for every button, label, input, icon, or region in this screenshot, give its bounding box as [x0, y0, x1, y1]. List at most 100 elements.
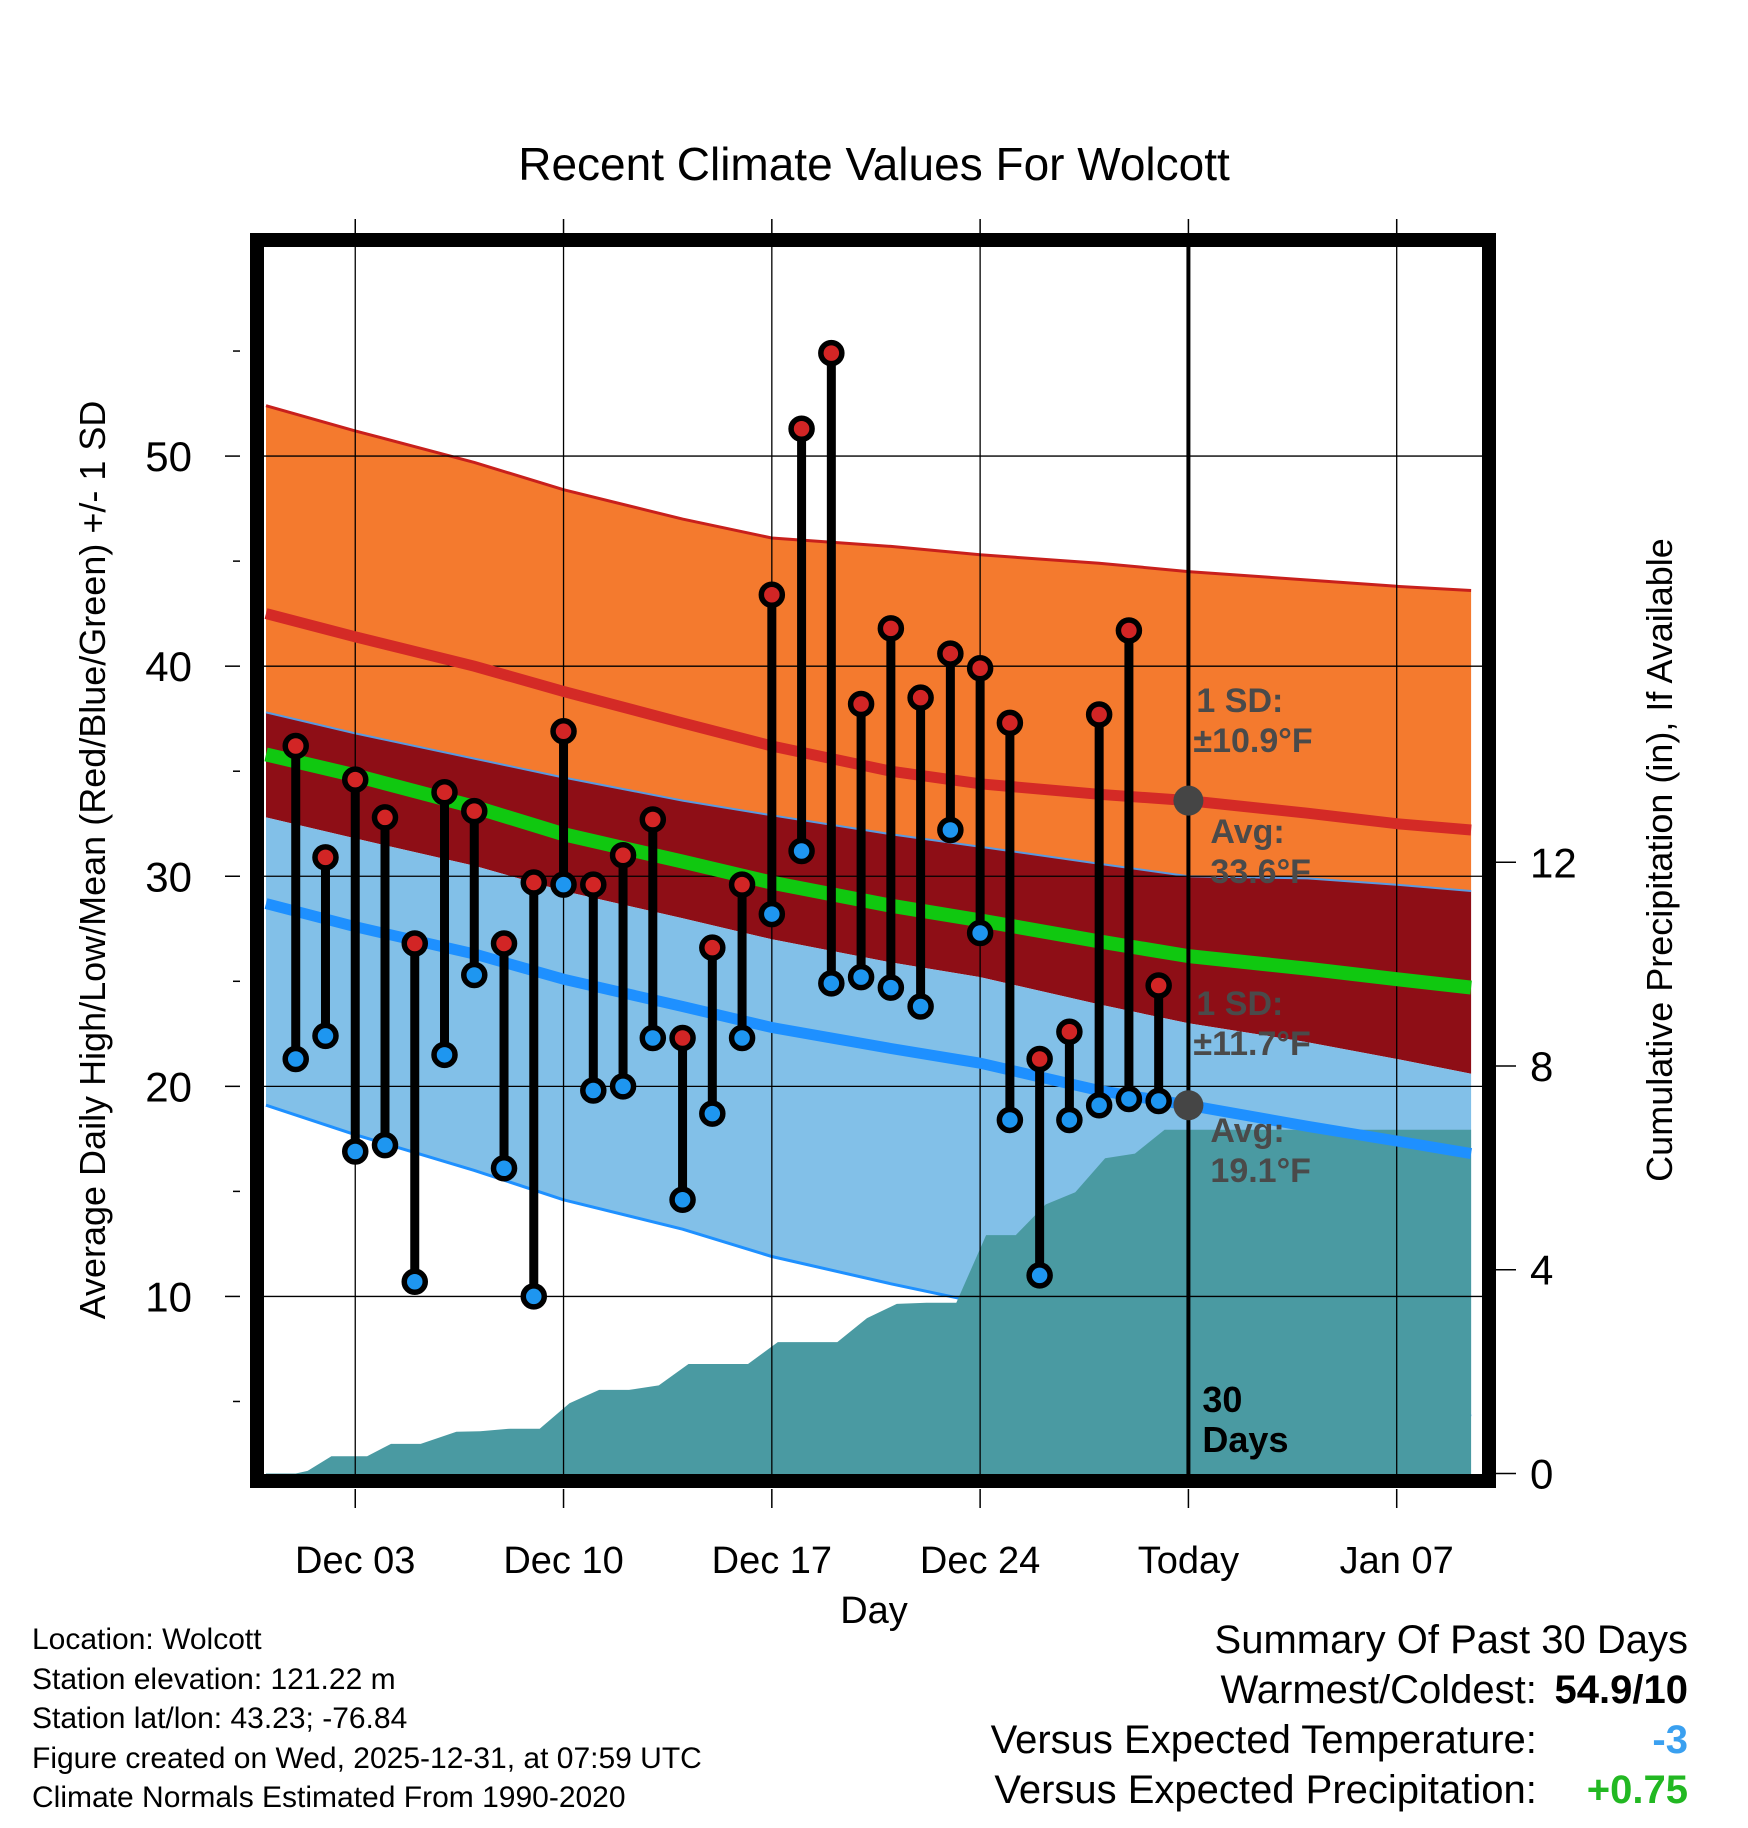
- daily-low-marker: [490, 1155, 518, 1182]
- high-upper-edge: [265, 404, 1472, 592]
- daily-low-marker: [847, 963, 875, 991]
- daily-low-marker: [1056, 1106, 1083, 1134]
- warmest-coldest-label: Warmest/Coldest:: [1220, 1668, 1537, 1712]
- daily-low-marker: [461, 961, 488, 989]
- x-tick-label: Dec 17: [712, 1540, 832, 1582]
- high-sd-value: ±10.9°F: [1193, 722, 1312, 760]
- daily-high-marker: [639, 806, 667, 833]
- y-tick-label: 50: [145, 433, 192, 480]
- precip-area: [266, 1129, 1472, 1475]
- daily-high-marker: [758, 581, 786, 608]
- temperature-label: Versus Expected Temperature:: [990, 1718, 1537, 1762]
- warmest-coldest-value: 54.9/10: [1554, 1668, 1688, 1712]
- daily-low-marker: [907, 993, 934, 1020]
- high-avg-label: Avg:: [1210, 813, 1284, 851]
- daily-high-marker: [907, 684, 934, 711]
- daily-high-marker: [580, 871, 607, 898]
- x-axis-label: Day: [840, 1590, 908, 1632]
- daily-low-marker: [282, 1045, 309, 1073]
- daily-high-marker: [996, 709, 1024, 737]
- summary-panel: Summary Of Past 30 Days Warmest/Coldest:…: [991, 1615, 1688, 1815]
- chart-title: Recent Climate Values For Wolcott: [518, 138, 1230, 190]
- daily-high-marker: [371, 804, 399, 831]
- daily-low-marker: [1115, 1085, 1143, 1113]
- daily-low-marker: [520, 1283, 548, 1310]
- days-label-number: 30: [1202, 1379, 1242, 1420]
- low-sd-value: ±11.7°F: [1193, 1025, 1310, 1063]
- latlon-text: Station lat/lon: 43.23; -76.84: [32, 1702, 408, 1735]
- y2-tick-label: 4: [1530, 1247, 1553, 1294]
- daily-low-marker: [371, 1131, 399, 1159]
- daily-high-marker: [341, 766, 369, 793]
- daily-high-marker: [937, 640, 964, 667]
- y-tick-label: 20: [145, 1063, 192, 1110]
- x-tick-label: Jan 07: [1340, 1540, 1454, 1582]
- daily-low-marker: [1026, 1262, 1053, 1289]
- y-axis-label: Average Daily High/Low/Mean (Red/Blue/Gr…: [72, 401, 113, 1320]
- daily-low-marker: [1085, 1091, 1113, 1119]
- daily-low-marker: [341, 1138, 369, 1165]
- daily-high-marker: [1145, 972, 1172, 999]
- daily-high-marker: [669, 1024, 696, 1052]
- daily-low-marker: [431, 1041, 458, 1069]
- daily-high-marker: [1115, 617, 1143, 644]
- y2-tick-label: 12: [1530, 839, 1577, 886]
- daily-low-marker: [669, 1186, 696, 1214]
- y-tick-label: 30: [145, 853, 192, 900]
- x-tick-label: Dec 03: [295, 1540, 415, 1582]
- summary-title: Summary Of Past 30 Days: [1214, 1618, 1688, 1662]
- daily-low-marker: [818, 970, 845, 997]
- daily-low-marker: [758, 900, 786, 928]
- daily-high-marker: [609, 841, 637, 869]
- low-avg-label: Avg:: [1210, 1112, 1284, 1150]
- daily-low-marker: [996, 1106, 1024, 1134]
- y-tick-label: 40: [145, 643, 192, 690]
- precipitation-label: Versus Expected Precipitation:: [994, 1768, 1537, 1812]
- normals-text: Climate Normals Estimated From 1990-2020: [32, 1781, 626, 1814]
- days-label-text: Days: [1202, 1419, 1288, 1460]
- daily-low-marker: [609, 1073, 637, 1100]
- daily-high-marker: [431, 778, 458, 806]
- daily-low-marker: [788, 837, 815, 865]
- low-avg-value: 19.1°F: [1210, 1152, 1311, 1190]
- daily-high-marker: [1085, 701, 1113, 728]
- daily-high-marker: [699, 934, 726, 961]
- daily-high-marker: [966, 655, 994, 682]
- daily-high-marker: [877, 615, 905, 642]
- daily-low-marker: [401, 1268, 429, 1295]
- high-sd-label: 1 SD:: [1196, 682, 1283, 720]
- summary-precipitation: Versus Expected Precipitation: +0.75: [991, 1765, 1688, 1815]
- low-sd-label: 1 SD:: [1196, 985, 1283, 1023]
- temperature-value: -3: [1652, 1718, 1688, 1762]
- x-tick-label: Dec 24: [920, 1540, 1040, 1582]
- daily-high-marker: [728, 871, 756, 898]
- high-avg-value: 33.6°F: [1210, 853, 1311, 891]
- x-tick-label: Dec 10: [503, 1540, 623, 1582]
- daily-low-marker: [877, 974, 905, 1001]
- daily-high-marker: [788, 415, 815, 443]
- low-avg-marker: [1173, 1090, 1204, 1121]
- daily-high-marker: [847, 690, 875, 718]
- x-tick-label: Today: [1138, 1540, 1239, 1582]
- daily-low-marker: [639, 1024, 667, 1052]
- daily-high-marker: [461, 797, 488, 825]
- y-tick-label: 10: [145, 1273, 192, 1320]
- y2-tick-label: 8: [1530, 1043, 1553, 1090]
- daily-low-marker: [728, 1024, 756, 1052]
- daily-high-marker: [401, 930, 429, 957]
- plot-frame: [250, 233, 1496, 1488]
- daily-high-marker: [520, 869, 548, 896]
- daily-low-marker: [312, 1022, 339, 1050]
- precipitation-value: +0.75: [1586, 1768, 1688, 1812]
- high-avg-marker: [1173, 785, 1204, 816]
- daily-high-marker: [282, 732, 309, 760]
- summary-warmest-coldest: Warmest/Coldest: 54.9/10: [991, 1665, 1689, 1715]
- y2-tick-label: 0: [1530, 1450, 1553, 1497]
- summary-temperature: Versus Expected Temperature: -3: [991, 1715, 1688, 1765]
- daily-low-marker: [966, 919, 994, 947]
- daily-low-marker: [699, 1100, 726, 1127]
- location-text: Location: Wolcott: [32, 1623, 262, 1656]
- daily-high-marker: [1026, 1045, 1053, 1073]
- daily-low-marker: [580, 1077, 607, 1104]
